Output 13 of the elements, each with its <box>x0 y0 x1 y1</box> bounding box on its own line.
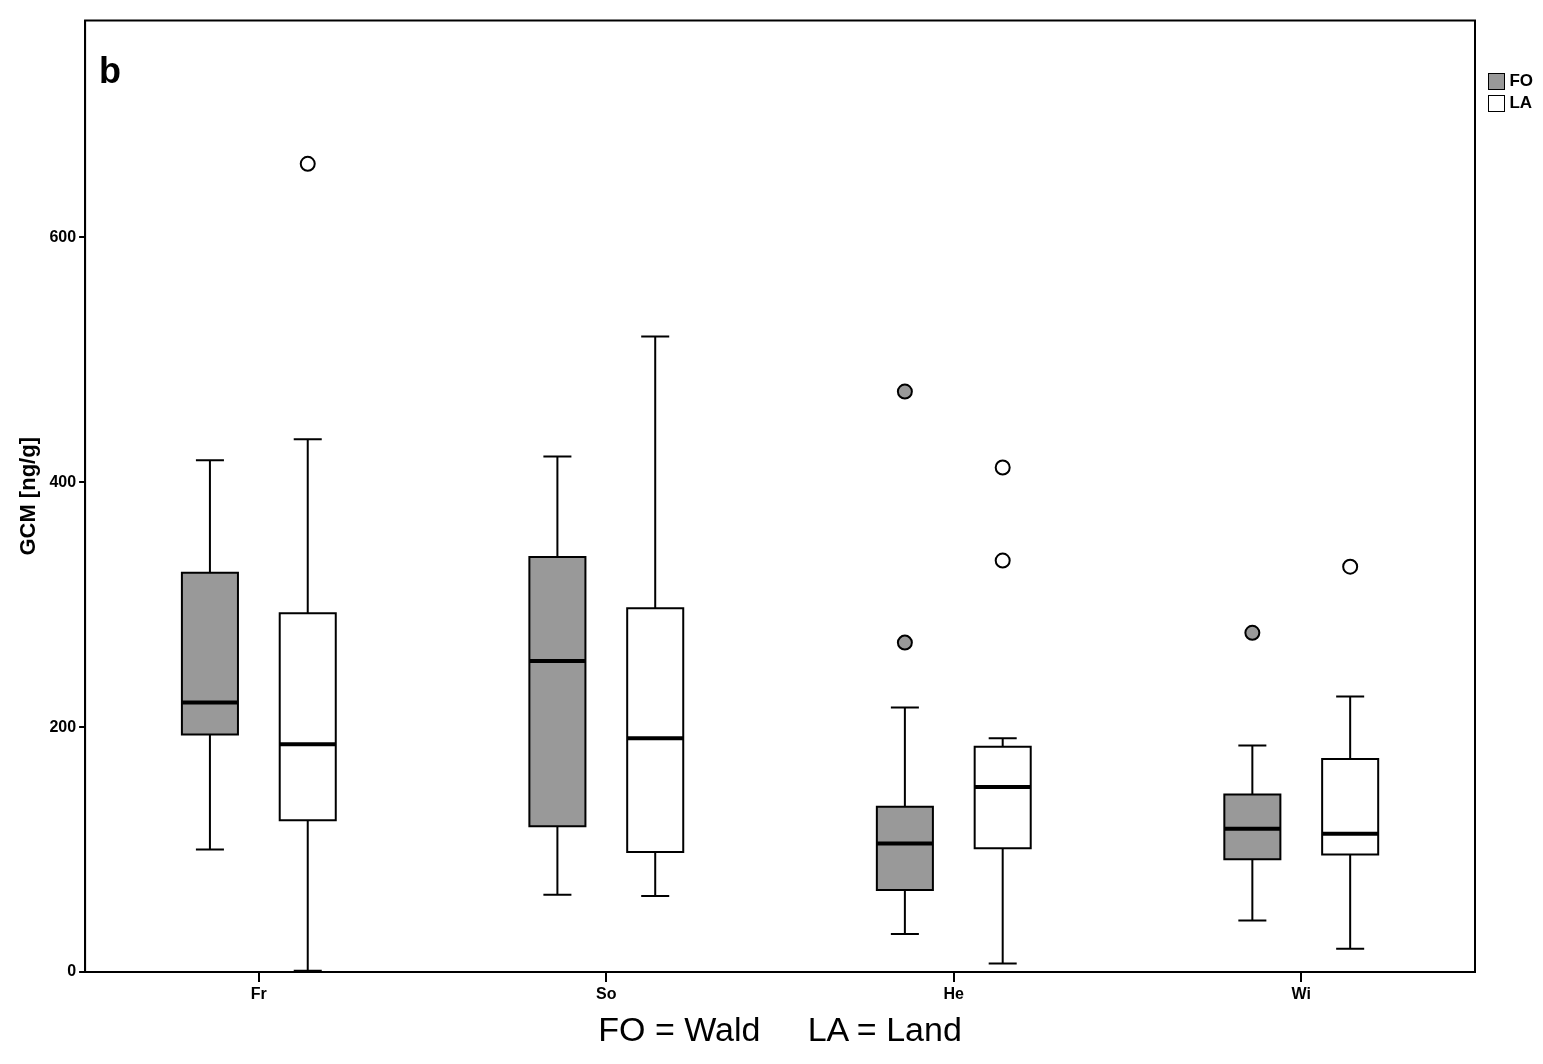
y-tick-label: 600 <box>49 227 77 245</box>
y-tick-label: 400 <box>49 472 77 490</box>
x-tick-label: Wi <box>1291 985 1311 1003</box>
y-axis-title: GCM [ng/g] <box>15 437 41 556</box>
x-axis-title: FO = Wald LA = Land <box>598 1009 962 1048</box>
y-tick-label: 200 <box>49 717 77 735</box>
x-tick-label: So <box>596 985 617 1003</box>
annotation: b <box>99 49 122 91</box>
legend-label: FO <box>1509 71 1533 91</box>
x-tick-label: Fr <box>250 985 267 1003</box>
text: LA <box>1509 93 1533 113</box>
y-tick-label: 0 <box>67 962 77 980</box>
x-tick-label: He <box>943 985 965 1003</box>
